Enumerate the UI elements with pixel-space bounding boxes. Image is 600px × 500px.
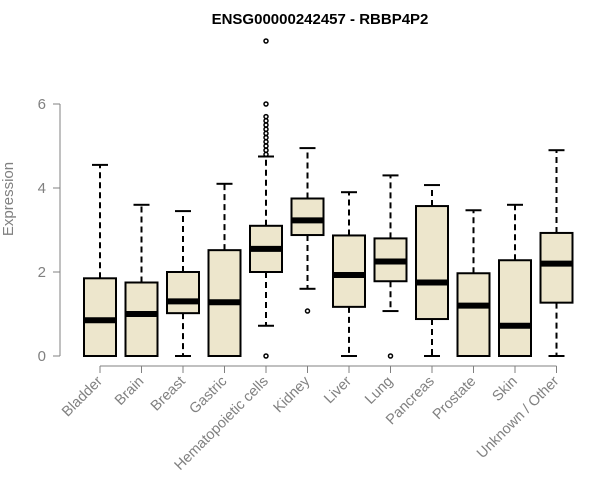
box-hematopoietic-cells <box>249 38 283 359</box>
y-tick-label: 6 <box>38 96 46 113</box>
boxes-group <box>83 38 574 359</box>
outlier-point <box>263 139 269 145</box>
y-axis: 0 2 4 6 <box>38 96 61 365</box>
chart-title: ENSG00000242457 - RBBP4P2 <box>212 11 429 28</box>
outlier-point <box>263 134 269 141</box>
box-kidney <box>290 147 325 314</box>
box-body <box>498 259 532 357</box>
box-body <box>456 272 491 358</box>
outlier-point <box>263 113 269 120</box>
outlier-point <box>263 38 269 44</box>
outlier-point <box>263 118 269 124</box>
box-body <box>83 277 117 357</box>
box-body <box>415 205 449 321</box>
box-gastric <box>207 182 242 357</box>
box-body <box>539 231 574 304</box>
outlier-point <box>263 126 269 132</box>
outlier-point <box>304 308 311 314</box>
box-lung <box>373 174 408 359</box>
y-tick-label: 2 <box>38 264 46 281</box>
box-prostate <box>456 209 491 358</box>
x-tick-label: Bladder <box>59 373 106 420</box>
x-tick-label: Kidney <box>271 373 314 416</box>
outlier-point <box>263 101 269 107</box>
x-tick-label: Lung <box>362 374 396 408</box>
box-body <box>290 197 325 237</box>
y-axis-label: Expression <box>0 162 17 236</box>
y-tick-label: 4 <box>38 180 46 197</box>
x-tick-label: Liver <box>321 373 355 407</box>
box-brain <box>124 203 159 357</box>
x-tick-label: Prostate <box>430 374 479 423</box>
outlier-point <box>263 353 269 359</box>
box-breast <box>166 210 200 357</box>
x-tick-label: Brain <box>112 374 147 409</box>
box-body <box>166 271 200 315</box>
y-tick-label: 0 <box>38 348 46 365</box>
outlier-point <box>263 143 269 149</box>
outlier-point <box>263 151 269 158</box>
x-axis <box>99 365 557 373</box>
box-pancreas <box>415 184 449 357</box>
box-unknown-other <box>539 149 574 357</box>
box-liver <box>332 191 366 357</box>
box-body <box>332 234 366 308</box>
outlier-point <box>263 122 269 128</box>
outlier-point <box>387 353 394 359</box>
outlier-point <box>263 147 269 153</box>
x-tick-label: Skin <box>490 374 521 405</box>
outlier-point <box>263 130 269 137</box>
box-body <box>124 281 159 357</box>
x-tick-label: Breast <box>148 374 189 415</box>
box-bladder <box>83 163 117 357</box>
box-skin <box>498 203 532 357</box>
